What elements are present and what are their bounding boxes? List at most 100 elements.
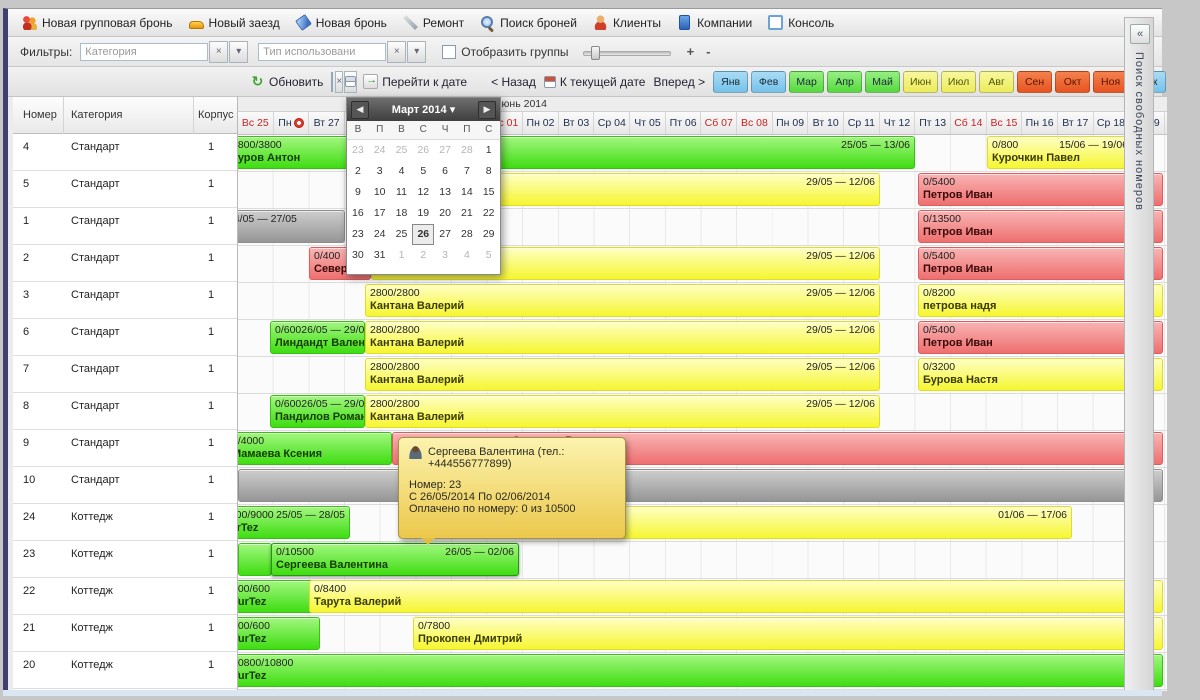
booking-bar[interactable]: 600/600TurTez xyxy=(238,580,320,613)
category-clear-button[interactable]: × xyxy=(209,40,229,63)
room-row[interactable]: 1 Стандарт 1 xyxy=(13,208,237,245)
booking-bar[interactable]: 0/13500 Петров Иван xyxy=(918,210,1163,243)
month-button-Май[interactable]: Май xyxy=(865,70,901,93)
calendar-day[interactable]: 25 xyxy=(395,228,408,240)
room-row[interactable]: 2 Стандарт 1 xyxy=(13,245,237,282)
date-clear-button[interactable]: × xyxy=(335,70,344,93)
calendar-day[interactable]: 1 xyxy=(485,144,492,156)
calendar-day[interactable]: 7 xyxy=(463,165,470,177)
calendar-day[interactable]: 22 xyxy=(482,207,495,219)
calendar-day[interactable]: 12 xyxy=(417,186,430,198)
goto-date-button[interactable]: Перейти к дате xyxy=(363,74,467,89)
booking-bar[interactable]: 2800/2800 29/05 — 12/06 Кантана Валерий xyxy=(365,284,880,317)
calendar-day[interactable]: 1 xyxy=(398,249,405,261)
day-header[interactable]: Вт 17 xyxy=(1058,112,1094,134)
calendar-day[interactable]: 5 xyxy=(485,249,492,261)
day-header[interactable]: Пт 13 xyxy=(915,112,951,134)
booking-bar[interactable]: 0/5400 Петров Иван xyxy=(918,247,1163,280)
booking-bar[interactable]: 0/600 26/05 — 29/05 Линдандт Вален xyxy=(270,321,365,354)
booking-bar[interactable]: 24/05 — 27/05 xyxy=(238,210,345,243)
goto-date-input[interactable] xyxy=(331,71,334,92)
booking-bar[interactable]: 2800/2800 29/05 — 12/06 Кантана Валерий xyxy=(365,358,880,391)
calendar-day[interactable]: 30 xyxy=(352,249,364,261)
booking-bar[interactable]: 10800/10800TurTez xyxy=(238,654,1163,687)
zoom-in-button[interactable]: + xyxy=(686,44,695,59)
calendar-prev-button[interactable]: ◀ xyxy=(351,100,369,119)
toolbar-button-key[interactable]: Новая бронь xyxy=(294,14,387,31)
calendar-next-button[interactable]: ▶ xyxy=(478,100,496,119)
forward-button[interactable]: Вперед > xyxy=(653,75,705,89)
booking-bar[interactable]: 0/600 26/05 — 29/05 Пандилов Роман xyxy=(270,395,365,428)
calendar-day[interactable]: 31 xyxy=(373,249,386,261)
day-header[interactable]: Вт 03 xyxy=(559,112,595,134)
day-header[interactable]: Вт 27 xyxy=(309,112,345,134)
day-header[interactable]: Ср 04 xyxy=(595,112,631,134)
booking-bar[interactable]: 0/8400 Тарута Валерий xyxy=(309,580,1163,613)
room-row[interactable]: 5 Стандарт 1 xyxy=(13,171,237,208)
toolbar-button-group[interactable]: Новая групповая бронь xyxy=(22,15,173,30)
booking-bar[interactable]: 600/600TurTez xyxy=(238,617,320,650)
calendar-day[interactable]: 8 xyxy=(485,165,492,177)
calendar-day[interactable]: 5 xyxy=(420,165,427,177)
calendar-day[interactable]: 3 xyxy=(376,165,383,177)
expand-panel-button[interactable]: « xyxy=(1130,24,1150,44)
calendar-day[interactable]: 26 xyxy=(412,224,435,245)
day-header[interactable]: Вс 25 xyxy=(238,112,274,134)
calendar-day[interactable]: 27 xyxy=(439,144,451,156)
calendar-day[interactable]: 27 xyxy=(439,228,451,240)
calendar-day[interactable]: 24 xyxy=(373,144,386,156)
room-row[interactable]: 24 Коттедж 1 xyxy=(13,504,237,541)
calendar-day[interactable]: 19 xyxy=(417,207,430,219)
zoom-out-button[interactable]: - xyxy=(706,44,711,59)
show-groups-checkbox[interactable] xyxy=(442,44,457,59)
calendar-day[interactable]: 23 xyxy=(352,228,364,240)
room-row[interactable]: 8 Стандарт 1 xyxy=(13,393,237,430)
month-button-Июл[interactable]: Июл xyxy=(941,70,977,93)
booking-bar[interactable]: 0/5400 Петров Иван xyxy=(918,173,1163,206)
usage-type-filter-input[interactable]: Тип использовани xyxy=(258,42,387,61)
toolbar-button-wrench[interactable]: Ремонт xyxy=(402,15,464,30)
calendar-day[interactable]: 28 xyxy=(461,144,473,156)
toolbar-button-console[interactable]: Консоль xyxy=(768,15,834,30)
booking-bar[interactable]: 0/800 15/06 — 19/06 Курочкин Павел xyxy=(987,136,1133,169)
calendar-day[interactable]: 18 xyxy=(395,207,408,219)
month-button-Авг[interactable]: Авг xyxy=(979,70,1015,93)
calendar-day[interactable]: 21 xyxy=(461,207,473,219)
room-row[interactable]: 22 Коттедж 1 xyxy=(13,578,237,615)
day-header[interactable]: Чт 12 xyxy=(880,112,916,134)
day-header[interactable]: Вс 15 xyxy=(987,112,1023,134)
calendar-title[interactable]: Март 2014 ▾ xyxy=(391,104,456,116)
toolbar-button-company[interactable]: Компании xyxy=(677,14,752,31)
room-row[interactable]: 7 Стандарт 1 xyxy=(13,356,237,393)
month-button-Ноя[interactable]: Ноя xyxy=(1093,70,1129,93)
calendar-day[interactable]: 4 xyxy=(463,249,470,261)
month-button-Янв[interactable]: Янв xyxy=(713,70,749,93)
booking-bar[interactable]: 2800/2800 29/05 — 12/06 Кантана Валерий xyxy=(365,321,880,354)
day-header[interactable]: Пн 09 xyxy=(773,112,809,134)
booking-bar[interactable] xyxy=(238,543,272,576)
day-header[interactable]: Сб 14 xyxy=(951,112,987,134)
day-header[interactable]: Пн 16 xyxy=(1022,112,1058,134)
month-button-Фев[interactable]: Фев xyxy=(751,70,787,93)
day-header[interactable]: Вс 08 xyxy=(737,112,773,134)
day-header[interactable]: Сб 07 xyxy=(701,112,738,134)
zoom-slider-handle[interactable] xyxy=(590,45,600,60)
usage-clear-button[interactable]: × xyxy=(387,40,407,63)
calendar-day[interactable]: 11 xyxy=(396,186,407,198)
calendar-day[interactable]: 10 xyxy=(373,186,386,198)
category-filter-input[interactable]: Категория xyxy=(80,42,209,61)
day-header[interactable]: Ср 11 xyxy=(844,112,880,134)
booking-bar[interactable]: 0/7800 Прокопен Дмитрий xyxy=(413,617,1163,650)
calendar-day[interactable]: 23 xyxy=(352,144,364,156)
calendar-day[interactable]: 29 xyxy=(482,228,495,240)
day-header[interactable]: Пн 02 xyxy=(523,112,559,134)
zoom-slider[interactable] xyxy=(582,44,671,60)
toolbar-button-car[interactable]: Новый заезд xyxy=(188,16,280,30)
booking-bar[interactable]: 0/3200 Бурова Настя xyxy=(918,358,1163,391)
room-row[interactable]: 6 Стандарт 1 xyxy=(13,319,237,356)
calendar-day[interactable]: 4 xyxy=(398,165,405,177)
room-row[interactable]: 10 Стандарт 1 xyxy=(13,467,237,504)
calendar-day[interactable]: 28 xyxy=(461,228,473,240)
